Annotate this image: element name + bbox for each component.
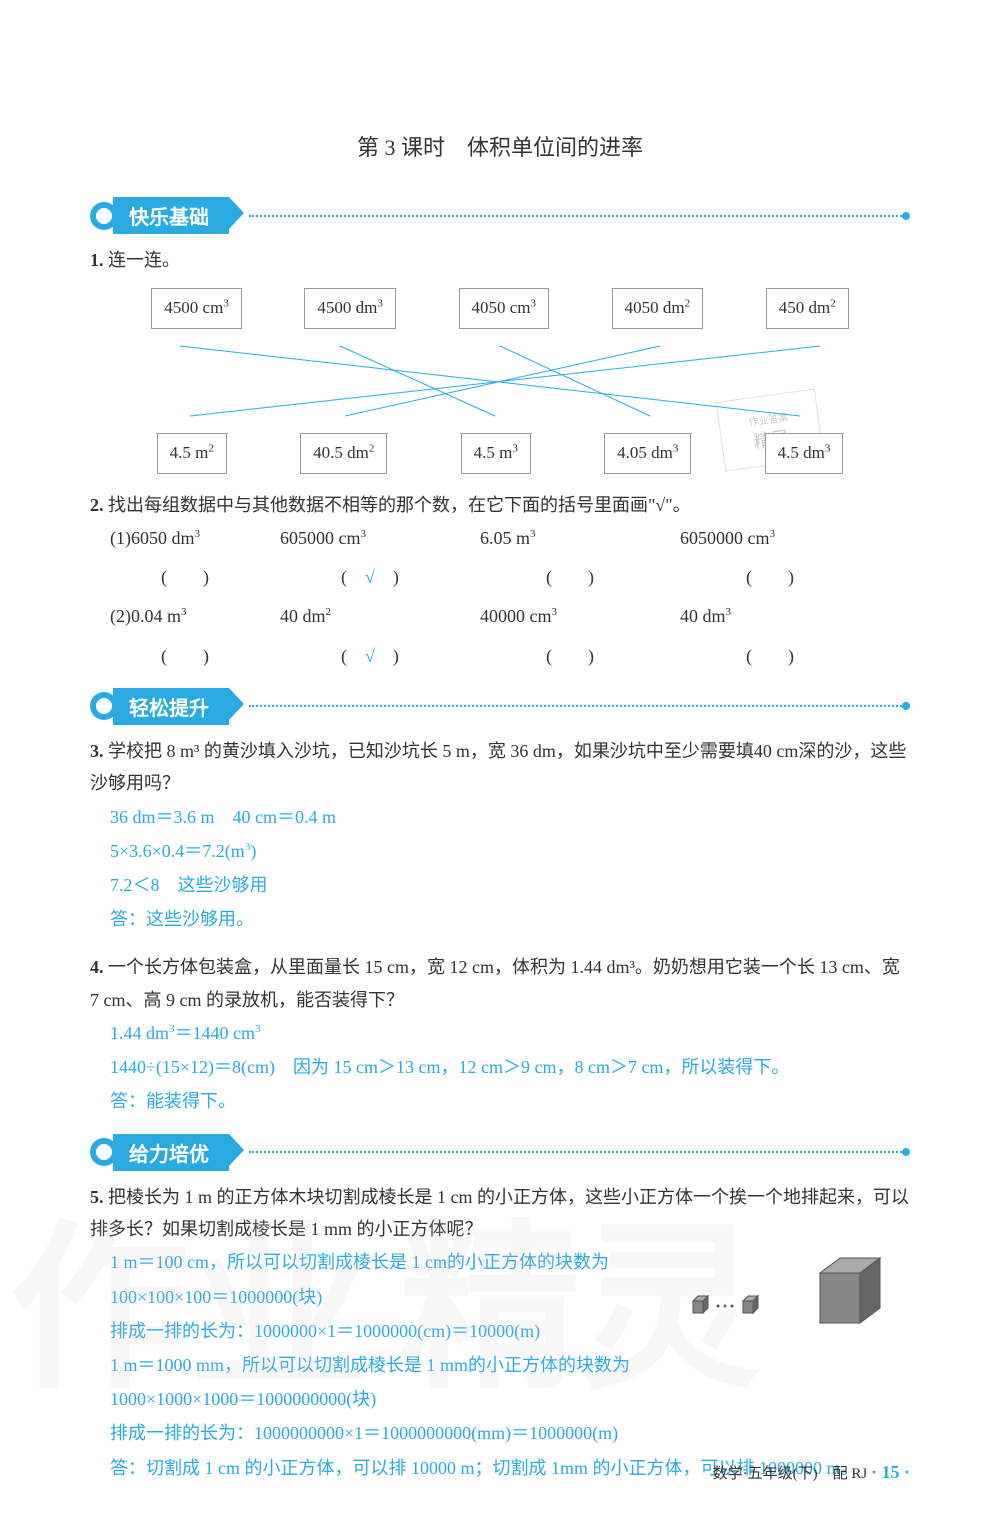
answer-line: 排成一排的长为：1000000×1＝1000000(cm)＝10000(m) <box>110 1314 910 1348</box>
section-header-2: 轻松提升 <box>90 688 910 725</box>
q4-answer: 1.44 dm3＝1440 cm31440÷(15×12)＝8(cm) 因为 1… <box>110 1016 910 1119</box>
answer-line: 100×100×100＝1000000(块) <box>110 1280 910 1314</box>
answer-line: 7.2＜8 这些沙够用 <box>110 868 910 902</box>
dotted-line <box>249 705 902 707</box>
q2-item: 6.05 m3 <box>480 521 660 555</box>
dotted-line <box>249 215 902 217</box>
q2-item: (1)6050 dm3 <box>110 521 260 555</box>
q4-num: 4. <box>90 957 104 977</box>
q2-item: 40 dm3 <box>680 599 860 633</box>
q3-text: 学校把 8 m³ 的黄沙填入沙坑，已知沙坑长 5 m，宽 36 dm，如果沙坑中… <box>90 741 906 793</box>
footer: 数学·五年级(下) 配 RJ · 15 · <box>713 1462 910 1483</box>
answer-line: 排成一排的长为：1000000000×1＝1000000000(mm)＝1000… <box>110 1416 910 1450</box>
q2-item: 605000 cm3 <box>280 521 460 555</box>
answer-line: 36 dm＝3.6 m 40 cm＝0.4 m <box>110 800 910 834</box>
clock-icon <box>90 1138 118 1166</box>
unit-box: 4.5 dm3 <box>765 433 844 474</box>
answer-line: 1440÷(15×12)＝8(cm) 因为 15 cm＞13 cm，12 cm＞… <box>110 1050 910 1084</box>
q2-grid: (1)6050 dm3 605000 cm3 6.05 m3 6050000 cm3 (… <box>110 521 910 673</box>
question-5: 5. 把棱长为 1 m 的正方体木块切割成棱长是 1 cm 的小正方体，这些小正… <box>90 1181 910 1485</box>
unit-box: 450 dm2 <box>766 288 849 329</box>
section-tag-2: 轻松提升 <box>113 688 229 725</box>
dot-end <box>902 1148 910 1156</box>
unit-box: 4.05 dm3 <box>604 433 691 474</box>
q3-answer: 36 dm＝3.6 m 40 cm＝0.4 m5×3.6×0.4＝7.2(m3)… <box>110 800 910 937</box>
q2-paren: ( ) <box>110 560 260 594</box>
dot-end <box>902 702 910 710</box>
q2-item: 40000 cm3 <box>480 599 660 633</box>
unit-box: 4050 cm3 <box>459 288 550 329</box>
unit-box: 4500 dm3 <box>304 288 395 329</box>
q5-text: 把棱长为 1 m 的正方体木块切割成棱长是 1 cm 的小正方体，这些小正方体一… <box>90 1187 909 1239</box>
answer-line: 5×3.6×0.4＝7.2(m3) <box>110 834 910 868</box>
q2-paren: ( ) <box>480 560 660 594</box>
answer-line: 答：这些沙够用。 <box>110 902 910 936</box>
question-2: 2. 找出每组数据中与其他数据不相等的那个数，在它下面的括号里面画"√"。 (1… <box>90 489 910 673</box>
q2-text: 找出每组数据中与其他数据不相等的那个数，在它下面的括号里面画"√"。 <box>108 495 691 515</box>
q5-answer: 1 m＝100 cm，所以可以切割成棱长是 1 cm的小正方体的块数为100×1… <box>110 1245 910 1484</box>
unit-box: 40.5 dm2 <box>300 433 387 474</box>
answer-line: 1 m＝100 cm，所以可以切割成棱长是 1 cm的小正方体的块数为 <box>110 1245 910 1279</box>
q2-item: 40 dm2 <box>280 599 460 633</box>
page-title: 第 3 课时 体积单位间的进率 <box>90 130 910 162</box>
q5-num: 5. <box>90 1187 104 1207</box>
section-header-1: 快乐基础 <box>90 197 910 234</box>
answer-line: 答：能装得下。 <box>110 1084 910 1118</box>
unit-box: 4500 cm3 <box>151 288 242 329</box>
q2-item: 6050000 cm3 <box>680 521 860 555</box>
answer-line: 1.44 dm3＝1440 cm3 <box>110 1016 910 1050</box>
q1-num: 1. <box>90 250 104 270</box>
answer-line: 1000×1000×1000＝1000000000(块) <box>110 1382 910 1416</box>
answer-line: 1 m＝1000 mm，所以可以切割成棱长是 1 mm的小正方体的块数为 <box>110 1348 910 1382</box>
q2-paren: ( √ ) <box>280 639 460 673</box>
q2-paren: ( ) <box>480 639 660 673</box>
q2-paren: ( ) <box>110 639 260 673</box>
unit-box: 4050 dm2 <box>612 288 703 329</box>
dot-end <box>902 212 910 220</box>
footer-text: 数学·五年级(下) 配 RJ <box>713 1466 868 1482</box>
q4-text: 一个长方体包装盒，从里面量长 15 cm，宽 12 cm，体积为 1.44 dm… <box>90 957 900 1009</box>
q2-paren: ( ) <box>680 560 860 594</box>
section-tag-3: 给力培优 <box>113 1134 229 1171</box>
q2-item: (2)0.04 m3 <box>110 599 260 633</box>
question-3: 3. 学校把 8 m³ 的黄沙填入沙坑，已知沙坑长 5 m，宽 36 dm，如果… <box>90 735 910 937</box>
dotted-line <box>249 1151 902 1153</box>
question-4: 4. 一个长方体包装盒，从里面量长 15 cm，宽 12 cm，体积为 1.44… <box>90 951 910 1118</box>
question-1: 1. 连一连。 4500 cm3 4500 dm3 4050 cm3 4050 dm2… <box>90 244 910 474</box>
section-tag-1: 快乐基础 <box>113 197 229 234</box>
page-number: · 15 · <box>871 1462 910 1482</box>
q1-top-row: 4500 cm3 4500 dm3 4050 cm3 4050 dm2 450 dm2 <box>120 288 880 329</box>
unit-box: 4.5 m3 <box>461 433 531 474</box>
q2-num: 2. <box>90 495 104 515</box>
clock-icon <box>90 202 118 230</box>
small-cubes-icon <box>690 1288 770 1318</box>
q3-num: 3. <box>90 741 104 761</box>
section-header-3: 给力培优 <box>90 1134 910 1171</box>
cube-icon <box>800 1248 900 1328</box>
q1-text: 连一连。 <box>108 250 180 270</box>
q2-paren: ( √ ) <box>280 560 460 594</box>
q2-paren: ( ) <box>680 639 860 673</box>
unit-box: 4.5 m2 <box>157 433 227 474</box>
q1-lines <box>120 341 880 421</box>
